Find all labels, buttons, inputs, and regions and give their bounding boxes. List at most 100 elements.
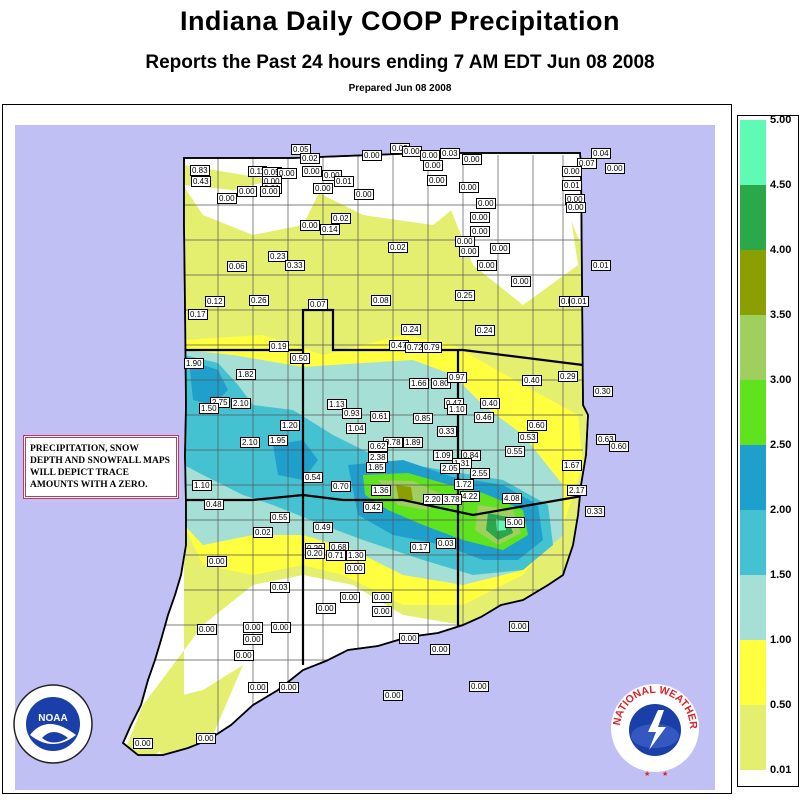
station-value: 0.14: [320, 224, 340, 235]
station-value: 0.00: [279, 682, 299, 693]
station-value: 1.04: [346, 423, 366, 434]
legend-label: 1.50: [770, 569, 792, 581]
station-value: 0.80: [431, 378, 451, 389]
station-value: 0.00: [196, 733, 216, 744]
station-value: 0.49: [313, 522, 333, 533]
legend-swatch: [740, 445, 766, 510]
station-value: 0.00: [509, 621, 529, 632]
station-value: 1.10: [447, 404, 467, 415]
station-value: 0.07: [308, 299, 328, 310]
legend-label: 5.00: [770, 114, 792, 126]
station-value: 0.50: [290, 353, 310, 364]
station-value: 0.33: [437, 426, 457, 437]
station-value: 0.63: [596, 434, 616, 445]
station-value: 2.05: [440, 463, 460, 474]
station-value: 4.08: [502, 493, 522, 504]
station-value: 0.01: [334, 176, 354, 187]
station-value: 0.00: [372, 592, 392, 603]
station-value: 0.00: [322, 170, 342, 181]
station-value: 0.97: [447, 372, 467, 383]
station-value: 1.85: [366, 462, 386, 473]
station-value: 2.55: [470, 468, 490, 479]
station-value: 1.10: [192, 480, 212, 491]
station-value: 2.17: [567, 485, 587, 496]
station-value: 0.25: [455, 290, 475, 301]
station-value: 0.02: [331, 213, 351, 224]
station-value: 2.10: [240, 437, 260, 448]
station-value: 2.10: [231, 398, 251, 409]
station-value: 0.01: [562, 180, 582, 191]
station-value: 0.00: [217, 193, 237, 204]
noaa-label: NOAA: [38, 713, 67, 724]
station-value: 0.00: [316, 603, 336, 614]
station-value: 0.01: [569, 296, 589, 307]
station-value: 1.13: [327, 399, 347, 410]
station-value: 1.50: [199, 403, 219, 414]
legend-label: 4.00: [770, 244, 792, 256]
legend-swatch: [740, 250, 766, 315]
legend-label: 0.01: [770, 764, 792, 776]
prepared-date: Prepared Jun 08 2008: [348, 83, 452, 94]
station-value: 0.70: [331, 481, 351, 492]
station-value: 0.33: [285, 260, 305, 271]
station-value: 0.43: [191, 176, 211, 187]
station-value: 0.20: [305, 548, 325, 559]
map-title: Indiana Daily COOP Precipitation: [179, 6, 621, 36]
legend-swatch: [740, 120, 766, 185]
station-value: 0.00: [277, 168, 297, 179]
station-value: 1.09: [433, 450, 453, 461]
station-value: 0.00: [271, 622, 291, 633]
station-value: 1.72: [454, 479, 474, 490]
legend-swatch: [740, 510, 766, 575]
precipitation-legend: 5.00 4.50 4.00 3.50 3.00 2.50 2.00 1.50 1.00 0.50…: [737, 114, 799, 787]
legend-label: 2.00: [770, 504, 792, 516]
station-value: 0.00: [340, 592, 360, 603]
station-value: 0.01: [591, 260, 611, 271]
station-value: 1.66: [409, 378, 429, 389]
station-value: 0.00: [260, 186, 280, 197]
svg-text:★: ★: [662, 770, 668, 778]
station-value: 0.24: [401, 324, 421, 335]
station-value: 0.55: [505, 446, 525, 457]
station-value: 0.71: [326, 550, 346, 561]
station-value: 0.00: [490, 243, 510, 254]
station-value: 0.03: [440, 148, 460, 159]
station-value: 1.36: [371, 485, 391, 496]
station-value: 0.00: [300, 220, 320, 231]
station-value: 5.00: [505, 517, 525, 528]
station-value: 1.95: [268, 435, 288, 446]
station-value: 0.00: [427, 175, 447, 186]
station-value: 0.53: [518, 432, 538, 443]
station-value: 0.85: [413, 413, 433, 424]
station-value: 0.00: [462, 154, 482, 165]
station-value: 1.67: [562, 460, 582, 471]
nws-logo: NATIONAL WEATHER SERVICE ★ ★: [606, 672, 699, 778]
station-value: 0.00: [511, 276, 531, 287]
station-value: 0.00: [399, 633, 419, 644]
legend-label: 1.00: [770, 634, 792, 646]
station-value: 0.00: [362, 150, 382, 161]
station-value: 1.30: [346, 550, 366, 561]
station-value: 0.24: [475, 325, 495, 336]
station-value: 0.08: [371, 295, 391, 306]
map-subtitle: Reports the Past 24 hours ending 7 AM ED…: [145, 52, 655, 73]
station-value: 0.60: [609, 441, 629, 452]
legend-swatch: [740, 705, 766, 770]
station-value: 0.02: [388, 242, 408, 253]
station-value: 0.03: [270, 582, 290, 593]
station-value: 0.00: [605, 163, 625, 174]
station-value: 0.06: [227, 261, 247, 272]
station-value: 0.00: [402, 146, 422, 157]
station-value: 0.00: [470, 212, 490, 223]
station-value: 0.40: [522, 375, 542, 386]
station-value: 0.40: [480, 398, 500, 409]
station-value: 0.30: [593, 386, 613, 397]
legend-swatch: [740, 315, 766, 380]
station-value: 0.42: [363, 502, 383, 513]
legend-label: 3.50: [770, 309, 792, 321]
station-value: 4.22: [460, 491, 480, 502]
station-value: 0.83: [190, 165, 210, 176]
station-value: 0.00: [243, 622, 263, 633]
legend-label: 0.50: [770, 699, 792, 711]
station-value: 0.00: [459, 182, 479, 193]
